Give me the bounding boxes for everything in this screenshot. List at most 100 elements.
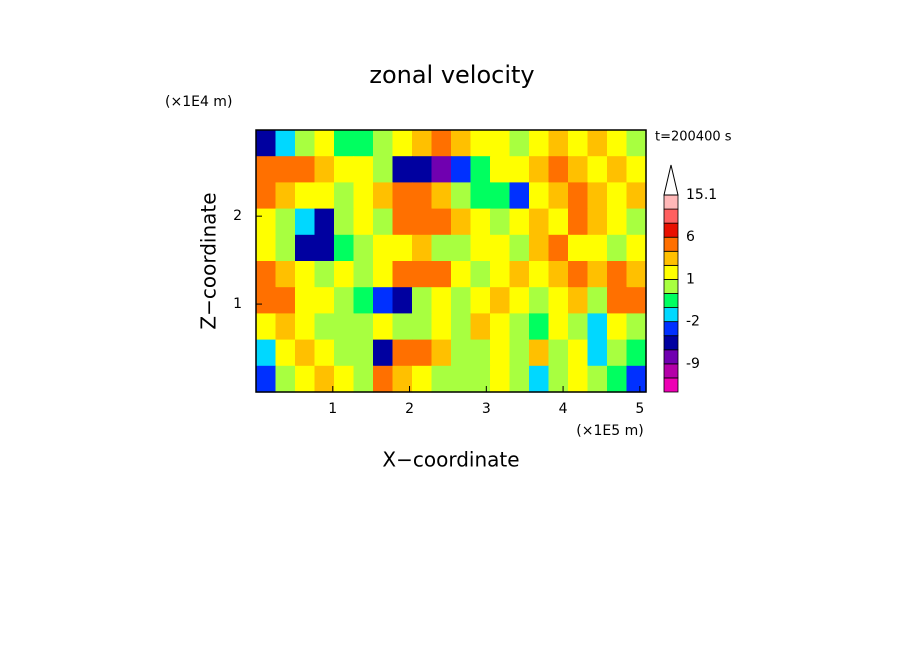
contour-cell [568,130,589,157]
contour-cell [490,339,511,367]
contour-cell [470,182,491,210]
x-tick-label: 3 [482,401,491,417]
contour-cell [490,130,511,157]
contour-cell [275,130,296,157]
colorbar-box [663,335,679,351]
contour-cell [353,287,374,314]
y-axis-title: Z−coordinate [197,192,221,329]
contour-cell [275,313,296,341]
contour-cell [334,365,355,393]
contour-cell [626,208,647,236]
contour-cell [509,287,530,314]
colorbar-label: -9 [686,356,700,372]
x-tick-label: 5 [635,401,644,417]
contour-cell [275,208,296,236]
contour-cell [412,339,433,367]
contour-cell [626,313,647,341]
colorbar-box [663,250,679,266]
contour-cell [373,208,394,236]
contour-cell [451,365,472,393]
contour-cell [256,156,277,183]
contour-cell [353,313,374,341]
contour-cell [548,287,569,314]
contour-cell [568,339,589,367]
contour-cell [548,156,569,183]
contour-cell [607,339,628,367]
contour-cell [353,339,374,367]
contour-cell [334,339,355,367]
contour-cell [314,365,335,393]
contour-cell [626,182,647,210]
contour-cell [353,261,374,288]
contour-cell [470,339,491,367]
x-tick-label: 1 [328,401,337,417]
contour-cell [470,234,491,262]
contour-cell [451,182,472,210]
contour-cell [275,234,296,262]
contour-cell [568,208,589,236]
contour-cell [548,130,569,157]
contour-cell [451,156,472,183]
contour-cell [607,261,628,288]
contour-cell [568,234,589,262]
contour-cell [626,287,647,314]
contour-cell [256,287,277,314]
contour-cell [373,182,394,210]
colorbar-box [663,208,679,224]
contour-cell [490,182,511,210]
contour-cell [529,287,550,314]
contour-cell [529,365,550,393]
contour-cell [431,182,452,210]
contour-cell [314,287,335,314]
time-annotation: t=200400 s [655,130,732,145]
contour-cell [568,287,589,314]
contour-cell [568,313,589,341]
contour-cell [334,156,355,183]
contour-cell [373,313,394,341]
contour-cell [568,182,589,210]
contour-cell [470,261,491,288]
contour-cell [626,156,647,183]
contour-cell [412,261,433,288]
contour-cell [509,313,530,341]
contour-cell [431,261,452,288]
contour-cell [334,208,355,236]
contour-cell [412,156,433,183]
contour-cell [568,156,589,183]
contour-cell [470,156,491,183]
contour-cell [353,365,374,393]
contour-cell [373,234,394,262]
y-tick-label: 1 [233,296,242,312]
contour-cell [529,339,550,367]
contour-cell [412,130,433,157]
contour-cell [373,156,394,183]
colorbar-box [663,293,679,308]
contour-cell [314,339,335,367]
colorbar-over-triangle [663,164,679,196]
y-tick-label: 2 [233,208,242,224]
contour-cell [626,130,647,157]
contour-cell [548,234,569,262]
contour-cell [392,261,413,288]
contour-cell [548,365,569,393]
contour-cell [314,130,335,157]
contour-cell [334,261,355,288]
contour-cell [373,261,394,288]
contour-cell [607,365,628,393]
contour-cell [548,313,569,341]
contour-cell [431,234,452,262]
colorbar-label: 1 [686,271,695,287]
contour-cell [568,365,589,393]
contour-cell [490,365,511,393]
plot-frame [255,129,647,393]
contour-cell [256,339,277,367]
contour-cell [392,287,413,314]
contour-cell [412,313,433,341]
contour-cell [314,234,335,262]
contour-cell [587,156,608,183]
contour-cell [373,287,394,314]
contour-cell [392,339,413,367]
contour-cell [275,261,296,288]
contour-cell [373,130,394,157]
x-tick-label: 2 [405,401,414,417]
